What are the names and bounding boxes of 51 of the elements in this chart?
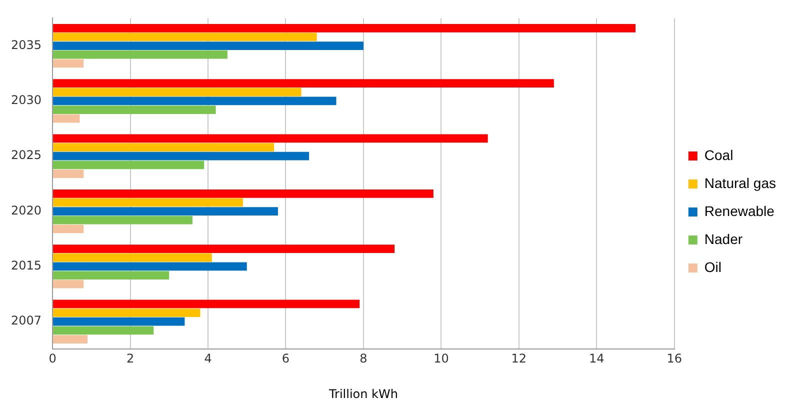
bar	[53, 198, 243, 207]
bar	[53, 114, 80, 123]
x-tick-label: 10	[434, 352, 449, 366]
bar	[53, 24, 636, 32]
bar	[53, 88, 302, 96]
x-tick-label: 8	[360, 352, 368, 366]
legend-label: Natural gas	[704, 174, 776, 191]
x-tick-label: 0	[48, 352, 56, 366]
bar	[53, 32, 317, 42]
legend-label: Nader	[704, 230, 743, 247]
legend-label: Renewable	[704, 202, 775, 219]
bar	[53, 189, 434, 198]
x-tick-label: 12	[511, 352, 527, 366]
bar	[53, 170, 84, 178]
y-tick-label: 2025	[10, 148, 42, 162]
bar	[53, 59, 84, 68]
y-tick-label: 2007	[10, 314, 42, 328]
bar	[53, 244, 395, 253]
bar	[53, 308, 200, 317]
y-tick-label: 2015	[10, 258, 42, 273]
bar	[53, 106, 216, 114]
x-tick-label: 14	[589, 352, 604, 366]
bar	[53, 42, 364, 50]
x-tick-label: 16	[666, 352, 682, 366]
y-tick-label: 2035	[10, 38, 42, 52]
bar	[53, 160, 204, 170]
y-tick-label: 2020	[10, 203, 42, 218]
legend-label: Oil	[704, 258, 722, 275]
bar	[53, 152, 310, 160]
x-tick-label: 2	[126, 352, 134, 366]
x-tick-label: 6	[282, 352, 290, 366]
bar	[53, 143, 274, 152]
bar	[53, 317, 185, 326]
bar	[53, 224, 84, 234]
bar	[53, 134, 488, 143]
x-tick-label: 4	[204, 352, 212, 366]
x-axis-title: Trillion kWh	[328, 386, 398, 401]
bar	[53, 326, 154, 335]
bar	[53, 79, 554, 88]
bar	[53, 280, 84, 288]
bar	[53, 50, 228, 59]
bar	[53, 207, 278, 216]
bar	[53, 216, 192, 224]
bar	[53, 253, 212, 262]
bar	[53, 335, 88, 344]
bar	[53, 96, 336, 106]
bar	[53, 271, 170, 280]
y-tick-label: 2030	[10, 93, 42, 108]
legend-label: Coal	[704, 146, 734, 163]
bar	[53, 300, 360, 308]
bar	[53, 262, 247, 271]
